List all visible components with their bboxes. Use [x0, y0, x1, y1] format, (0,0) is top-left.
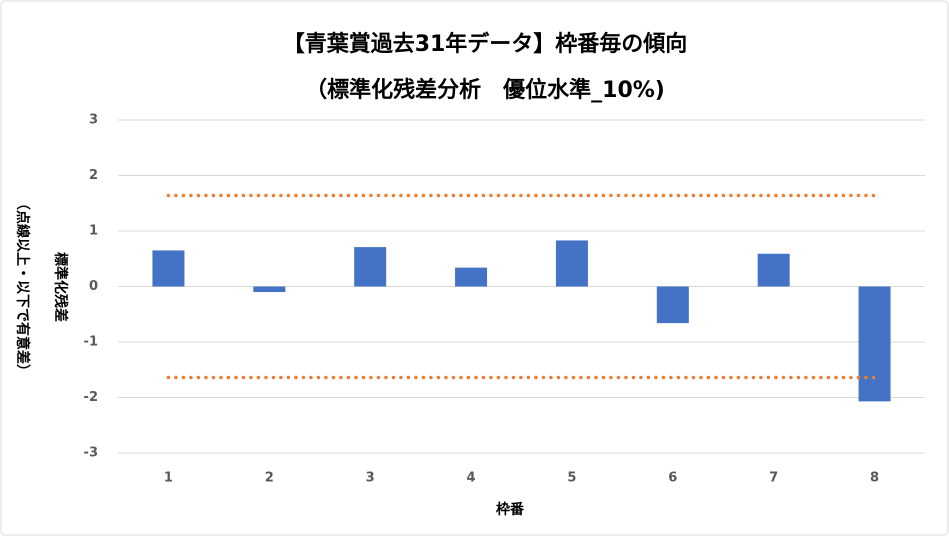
- x-tick-label: 7: [769, 471, 778, 486]
- y-tick-label: 3: [89, 113, 98, 128]
- x-tick-label: 6: [668, 471, 677, 486]
- y-tick-label: 0: [89, 279, 98, 294]
- bar: [656, 286, 689, 324]
- bar: [253, 286, 286, 293]
- x-tick-label: 8: [870, 471, 879, 486]
- y-axis-label: （点線以上・以下で有意差）: [14, 196, 31, 378]
- y-tick-label: -2: [84, 390, 98, 405]
- chart-subtitle: （標準化残差分析 優位水準_10%): [305, 77, 665, 103]
- bar: [858, 286, 891, 402]
- x-tick-label: 1: [164, 471, 173, 486]
- y-axis-label: 標準化残差: [52, 252, 69, 322]
- y-tick-label: -3: [84, 446, 98, 461]
- bar: [152, 250, 185, 287]
- x-tick-label: 5: [567, 471, 576, 486]
- x-tick-label: 3: [366, 471, 375, 486]
- bar: [354, 247, 387, 287]
- x-tick-label: 2: [265, 471, 274, 486]
- x-axis-label: 枠番: [496, 501, 525, 518]
- bar: [757, 253, 790, 287]
- bar: [555, 240, 588, 287]
- y-tick-label: 2: [89, 168, 98, 183]
- bar: [455, 267, 488, 287]
- chart-title: 【青葉賞過去31年データ】枠番毎の傾向: [283, 31, 688, 57]
- x-tick-label: 4: [467, 471, 476, 486]
- y-tick-label: 1: [89, 224, 98, 239]
- y-tick-label: -1: [84, 335, 98, 350]
